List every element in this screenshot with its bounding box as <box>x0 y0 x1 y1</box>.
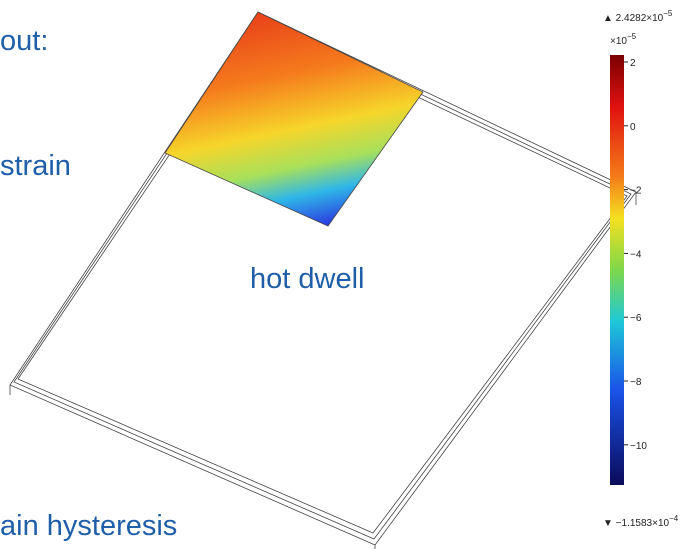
colorbar-scale-exponent: −5 <box>627 32 637 41</box>
page: ▲ 2.4282×10−5×10−5▼ −1.1583×10−420−2−4−6… <box>0 0 683 549</box>
colorbar-tick-label: −6 <box>630 313 642 324</box>
slide-text: ain hysteresis <box>0 510 177 543</box>
colorbar-min-exponent: −4 <box>669 514 679 523</box>
colorbar-tick-label: 0 <box>630 122 636 133</box>
colorbar-min-base: ▼ −1.1583×10 <box>603 518 670 529</box>
colorbar-max-base: ▲ 2.4282×10 <box>603 13 664 24</box>
slide-text: hot dwell <box>250 263 364 296</box>
slide-text: strain <box>0 150 71 183</box>
colorbar-tick-label: 2 <box>630 58 636 69</box>
colorbar-scale-base: ×10 <box>610 36 627 47</box>
colorbar-tick-label: −2 <box>630 186 642 197</box>
colorbar-min: ▼ −1.1583×10−4 <box>603 514 679 529</box>
colorbar <box>610 55 624 485</box>
colorbar-tick-label: −4 <box>630 249 642 260</box>
colorbar-tick-label: −10 <box>630 441 647 452</box>
colorbar-max-exponent: −5 <box>663 9 673 18</box>
slide-text: out: <box>0 25 48 58</box>
strain-field <box>165 12 423 226</box>
colorbar-scale: ×10−5 <box>610 32 637 47</box>
colorbar-tick-label: −8 <box>630 377 642 388</box>
colorbar-max: ▲ 2.4282×10−5 <box>603 9 673 24</box>
